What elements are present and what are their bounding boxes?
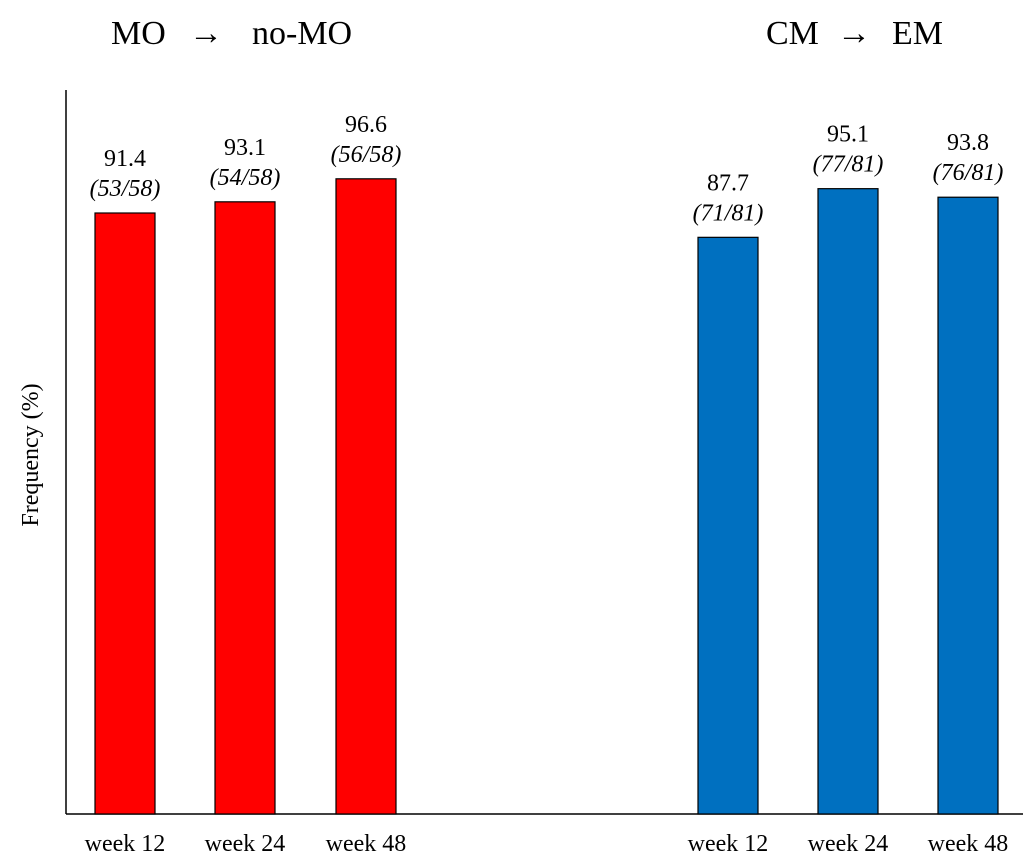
fraction-label-g1-0: (71/81) (693, 200, 764, 226)
x-tick-label-g0-2: week 48 (326, 831, 407, 857)
group-title-left: MO → no-MO (111, 15, 352, 52)
bar-g0-0 (94, 212, 156, 815)
fraction-label-g0-2: (56/58) (331, 142, 402, 168)
bar-g1-1 (817, 188, 879, 815)
bar-g1-0 (697, 236, 759, 815)
value-label-g1-0: 87.7 (707, 170, 749, 196)
value-label-g1-2: 93.8 (947, 130, 989, 156)
group-title-left-from: MO (111, 15, 166, 52)
bar-g0-2 (335, 178, 397, 815)
fraction-label-g0-1: (54/58) (210, 165, 281, 191)
group-title-left-to: no-MO (252, 15, 352, 52)
group-title-right-arrow: → (837, 15, 871, 52)
x-tick-label-g1-1: week 24 (808, 831, 889, 857)
x-tick-label-g1-2: week 48 (928, 831, 1009, 857)
fraction-label-g1-1: (77/81) (813, 152, 884, 178)
fraction-label-g0-0: (53/58) (90, 176, 161, 202)
x-tick-label-g0-1: week 24 (205, 831, 286, 857)
value-label-g1-1: 95.1 (827, 122, 869, 148)
group-title-right: CM → EM (766, 15, 943, 52)
value-label-g0-1: 93.1 (224, 135, 266, 161)
group-title-right-to: EM (892, 15, 943, 52)
group-title-right-from: CM (766, 15, 819, 52)
y-axis-label: Frequency (%) (18, 383, 44, 526)
value-label-g0-0: 91.4 (104, 146, 146, 172)
bar-g1-2 (937, 196, 999, 815)
bar-g0-1 (214, 201, 276, 815)
chart-bars: 91.4 (53/58) week 12 93.1 (54/58) week 24 96.6… (85, 112, 1009, 857)
fraction-label-g1-2: (76/81) (933, 160, 1004, 186)
value-label-g0-2: 96.6 (345, 112, 387, 138)
group-title-left-arrow: → (189, 15, 223, 52)
x-tick-label-g0-0: week 12 (85, 831, 166, 857)
x-tick-label-g1-0: week 12 (688, 831, 769, 857)
